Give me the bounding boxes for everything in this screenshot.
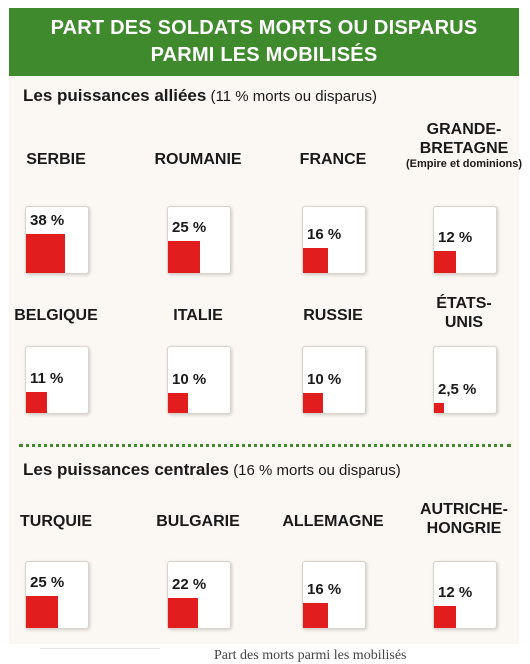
bar-box: 38 % — [25, 206, 89, 274]
country-name-line: ITALIE — [173, 307, 223, 324]
footer-caption: Part des morts parmi les mobilisés — [214, 648, 407, 663]
chart-card: PART DES SOLDATS MORTS OU DISPARUS PARMI… — [9, 8, 522, 644]
bar-box: 22 % — [167, 561, 231, 629]
bar-fill — [434, 403, 444, 413]
value-label: 25 % — [172, 219, 207, 236]
country-label: ITALIE — [173, 306, 222, 325]
country-label: BULGARIE — [156, 512, 240, 531]
bar-box: 10 % — [302, 346, 366, 414]
value-label: 25 % — [30, 574, 65, 591]
country-name-line: TURQUIE — [20, 513, 92, 530]
country-label: FRANCE — [300, 150, 367, 169]
value-label: 10 % — [172, 371, 207, 388]
bar-box: 12 % — [433, 206, 497, 274]
country-subnote: (Empire et dominions) — [405, 158, 523, 170]
country-label: BELGIQUE — [14, 306, 98, 325]
value-label: 11 % — [30, 370, 64, 387]
country-name-line: HONGRIE — [426, 520, 502, 537]
value-label: 12 % — [438, 229, 473, 246]
title-banner: PART DES SOLDATS MORTS OU DISPARUS PARMI… — [9, 8, 519, 76]
country-name-line: ÉTATS- — [436, 295, 492, 312]
value-label: 16 % — [307, 581, 342, 598]
bar-fill — [26, 596, 58, 628]
country-name-line: RUSSIE — [303, 307, 363, 324]
country-name-line: SERBIE — [26, 151, 86, 168]
bar-fill — [434, 606, 456, 628]
country-name-line: ROUMANIE — [154, 151, 242, 168]
bar-fill — [168, 598, 198, 628]
bar-box: 10 % — [167, 346, 231, 414]
country-label: SERBIE — [26, 150, 86, 169]
value-label: 12 % — [438, 584, 473, 601]
section-separator — [19, 444, 511, 447]
country-label: TURQUIE — [20, 512, 92, 531]
allies-section-title: Les puissances alliées (11 % morts ou di… — [23, 86, 377, 106]
footer-tab — [40, 648, 160, 657]
bar-fill — [434, 251, 456, 273]
country-name-line: GRANDE- — [426, 121, 502, 138]
country-label: RUSSIE — [303, 306, 363, 325]
chart-title-line2: PARMI LES MOBILISÉS — [150, 44, 378, 66]
bar-box: 25 % — [25, 561, 89, 629]
allies-note: (11 % morts ou disparus) — [210, 88, 377, 105]
bar-fill — [303, 393, 323, 413]
value-label: 16 % — [307, 226, 342, 243]
bar-box: 16 % — [302, 561, 366, 629]
country-name-line: BELGIQUE — [14, 307, 98, 324]
bar-box: 16 % — [302, 206, 366, 274]
bar-box: 25 % — [167, 206, 231, 274]
bar-box: 2,5 % — [433, 346, 497, 414]
country-name-line: FRANCE — [299, 151, 367, 168]
country-name-line: UNIS — [444, 314, 484, 331]
country-name-line: ALLEMAGNE — [282, 513, 384, 530]
value-label: 22 % — [172, 576, 207, 593]
bar-fill — [168, 393, 188, 413]
value-label: 10 % — [307, 371, 342, 388]
bar-box: 11 % — [25, 346, 89, 414]
value-label: 38 % — [30, 212, 65, 229]
central-note: (16 % morts ou disparus) — [233, 462, 401, 479]
bar-fill — [168, 241, 200, 273]
bar-fill — [303, 248, 328, 273]
bar-fill — [26, 392, 47, 413]
country-label: ROUMANIE — [154, 150, 241, 169]
country-label: AUTRICHE- HONGRIE — [420, 500, 508, 538]
country-name-line: BULGARIE — [156, 513, 240, 530]
bar-box: 12 % — [433, 561, 497, 629]
value-label: 2,5 % — [438, 381, 477, 398]
chart-title-line1: PART DES SOLDATS MORTS OU DISPARUS — [50, 17, 478, 39]
bar-fill — [26, 234, 65, 273]
country-name-line: BRETAGNE — [419, 140, 509, 157]
country-label: ALLEMAGNE — [282, 512, 383, 531]
country-label: GRANDE- BRETAGNE (Empire et dominions) — [406, 120, 522, 171]
country-label: ÉTATS- UNIS — [436, 294, 491, 332]
bar-fill — [303, 603, 328, 628]
central-section-title: Les puissances centrales (16 % morts ou … — [23, 460, 401, 480]
country-name-line: AUTRICHE- — [420, 501, 508, 518]
central-label: Les puissances centrales — [23, 460, 230, 479]
allies-label: Les puissances alliées — [23, 86, 207, 105]
